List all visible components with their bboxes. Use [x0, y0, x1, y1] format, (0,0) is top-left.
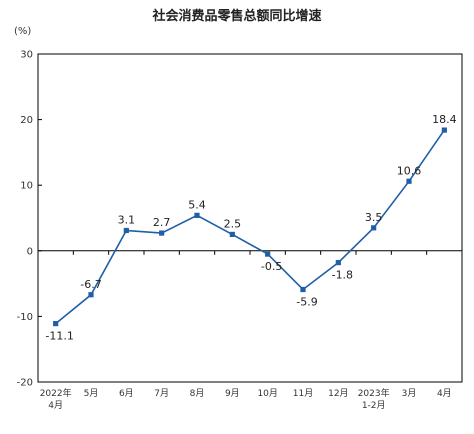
data-label: 2.5 [224, 217, 242, 230]
data-point [88, 292, 94, 298]
x-tick-label: 12月 [328, 388, 348, 399]
y-axis: -20 -10 0 10 20 30 [17, 50, 42, 389]
data-label: -11.1 [45, 330, 73, 343]
x-tick-label: 1-2月 [362, 400, 386, 411]
y-unit-label: (%) [14, 26, 31, 37]
data-point [441, 127, 447, 133]
data-point [371, 225, 377, 231]
x-tick-label: 8月 [190, 388, 205, 399]
data-label: -1.8 [332, 269, 353, 282]
data-label: -6.7 [80, 278, 101, 291]
data-point [406, 178, 412, 184]
series-line [55, 129, 445, 325]
y-tick-label: 20 [20, 115, 33, 126]
data-label: -5.9 [296, 296, 317, 309]
x-tick-label: 2023年 [358, 387, 390, 399]
y-tick-label: -20 [17, 378, 33, 389]
x-tick-label: 7月 [154, 388, 169, 399]
data-labels: -11.1 -6.7 3.1 2.7 5.4 2.5 -0.5 -5.9 -1.8 3.5 10.6… [45, 113, 456, 343]
plot-frame [37, 53, 463, 383]
data-label: 10.6 [397, 164, 422, 177]
x-tick-label: 6月 [119, 388, 134, 399]
data-markers [53, 127, 447, 327]
data-point [300, 286, 306, 293]
x-tick-label: 2022年 [40, 387, 72, 399]
data-label: 3.1 [118, 213, 136, 226]
data-point [194, 212, 200, 218]
data-label: 2.7 [153, 216, 171, 229]
y-tick-label: 10 [20, 181, 33, 192]
x-tick-label: 3月 [402, 388, 417, 399]
y-tick-label: 30 [20, 50, 33, 61]
data-point [53, 321, 59, 327]
data-point [229, 231, 235, 237]
x-tick-label: 11月 [293, 388, 313, 399]
data-label: -0.5 [261, 260, 282, 273]
data-label: 5.4 [188, 198, 206, 211]
x-tick-label: 5月 [84, 388, 99, 399]
y-tick-label: -10 [17, 312, 33, 323]
y-tick-label: 0 [27, 246, 33, 257]
data-label: 18.4 [432, 113, 457, 126]
data-point [123, 227, 129, 234]
x-tick-label: 9月 [225, 388, 240, 399]
data-label: 3.5 [365, 211, 383, 224]
data-point [265, 251, 271, 257]
chart-title: 社会消费品零售总额同比增速 [151, 8, 321, 24]
data-point [335, 260, 341, 266]
x-tick-label: 4月 [437, 388, 452, 399]
x-tick-label: 10月 [257, 388, 277, 399]
data-point [159, 230, 165, 236]
x-tick-label: 4月 [48, 400, 63, 411]
